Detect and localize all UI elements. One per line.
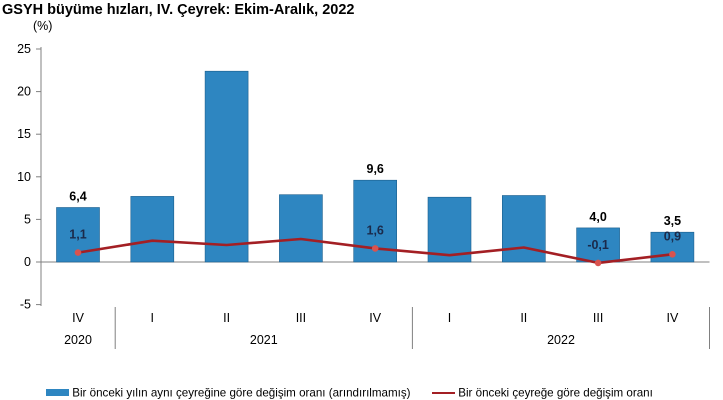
svg-text:-0,1: -0,1 [587,238,609,252]
svg-text:III: III [296,311,306,325]
svg-text:IV: IV [666,311,678,325]
svg-text:2022: 2022 [547,333,575,347]
svg-text:10: 10 [17,170,31,184]
svg-text:1,6: 1,6 [367,223,384,237]
svg-text:3,5: 3,5 [664,214,681,228]
svg-text:25: 25 [17,42,31,56]
svg-text:15: 15 [17,127,31,141]
svg-text:20: 20 [17,85,31,99]
svg-text:III: III [593,311,603,325]
svg-text:I: I [151,311,154,325]
svg-text:6,4: 6,4 [69,190,86,204]
svg-text:4,0: 4,0 [589,210,606,224]
svg-text:II: II [520,311,527,325]
svg-text:-5: -5 [20,298,31,312]
svg-text:1,1: 1,1 [69,228,86,242]
svg-text:0,9: 0,9 [664,229,681,243]
svg-text:5: 5 [24,212,31,226]
svg-text:2021: 2021 [250,333,278,347]
svg-text:IV: IV [72,311,84,325]
svg-text:II: II [223,311,230,325]
svg-text:I: I [448,311,451,325]
svg-text:0: 0 [24,255,31,269]
svg-text:2020: 2020 [64,333,92,347]
svg-text:9,6: 9,6 [367,162,384,176]
svg-text:IV: IV [369,311,381,325]
